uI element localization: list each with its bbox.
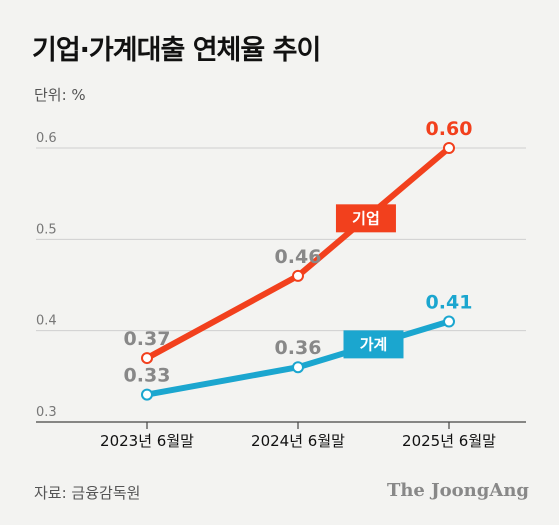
data-point-household [292, 361, 304, 374]
x-tick-label: 2024년 6월말 [251, 432, 345, 450]
source-note: 자료: 금융감독원 [34, 484, 141, 502]
series-tag-label: 기업 [352, 209, 380, 227]
series-tag-label: 가계 [360, 335, 388, 353]
data-label: 0.46 [275, 246, 322, 268]
series-tag-household [343, 330, 404, 359]
data-label: 0.41 [426, 292, 473, 314]
chart-title: 기업·가계대출 연체율 추이 [32, 35, 321, 66]
data-point-corporate [292, 269, 304, 282]
x-axis-ticks: 2023년 6월말 2024년 6월말 2025년 6월말 [100, 432, 496, 450]
y-tick-label: 0.3 [36, 405, 57, 420]
data-label: 0.36 [275, 337, 322, 359]
x-tick-label: 2023년 6월말 [100, 432, 194, 450]
x-tick-label: 2025년 6월말 [402, 432, 496, 450]
series-lines [141, 142, 455, 401]
y-axis-ticks: 0.3 0.4 0.5 0.6 [36, 131, 57, 420]
publisher-logo: The JoongAng [386, 480, 529, 501]
data-point-corporate [443, 142, 455, 154]
x-axis [36, 421, 526, 429]
data-labels: 0.37 0.46 0.60 0.33 0.36 0.41 [124, 118, 473, 387]
series-tag-corporate [335, 204, 396, 233]
data-point-household [443, 315, 455, 328]
data-label: 0.60 [426, 118, 473, 140]
data-point-corporate [141, 352, 153, 365]
data-point-household [141, 388, 153, 401]
y-tick-label: 0.5 [36, 222, 57, 237]
y-tick-label: 0.4 [36, 314, 57, 329]
y-tick-label: 0.6 [36, 131, 57, 146]
unit-label: 단위: % [34, 86, 86, 104]
data-label: 0.37 [124, 328, 171, 350]
data-label: 0.33 [124, 365, 171, 387]
